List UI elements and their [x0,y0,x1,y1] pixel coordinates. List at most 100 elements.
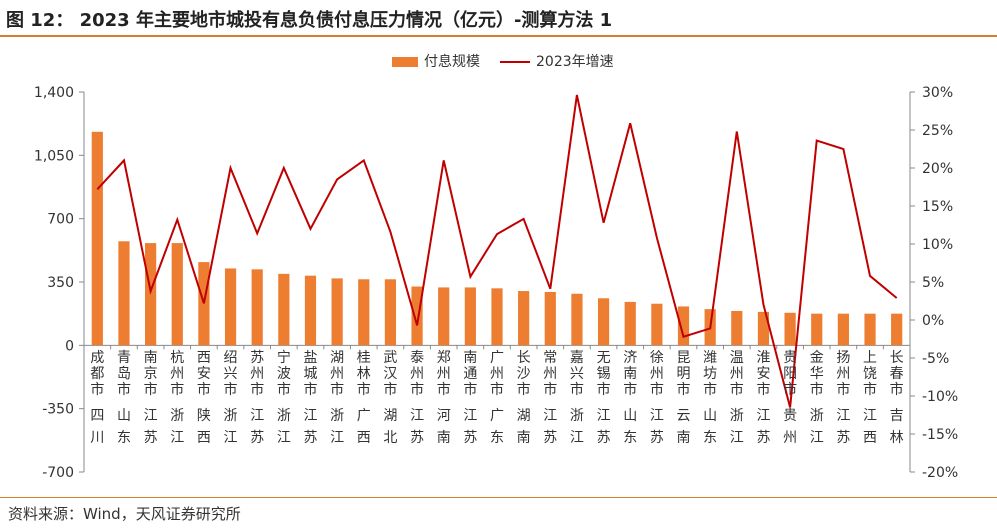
city-label: 湖 [330,350,344,366]
city-label: 市 [570,381,584,398]
province-label: 浙 [224,408,238,424]
province-label: 浙 [330,408,344,424]
province-label: 苏 [543,430,557,446]
bar [731,310,743,346]
city-label: 郑 [437,350,451,366]
bar [438,287,450,346]
province-label: 苏 [250,430,264,446]
right-tick-label: 30% [922,85,953,101]
province-label: 浙 [277,408,291,424]
city-label: 市 [623,381,637,398]
province-label: 河 [437,408,451,424]
city-label: 市 [863,381,877,398]
province-label: 川 [90,430,104,446]
city-label: 市 [463,381,477,398]
province-label: 江 [756,408,770,424]
city-label: 西 [197,350,211,366]
left-tick-label: -350 [42,402,74,418]
province-label: 苏 [144,430,158,446]
province-label: 云 [677,408,691,424]
province-label: 江 [463,408,477,424]
city-label: 京 [144,366,158,382]
right-tick-label: -15% [922,427,958,443]
bar [891,313,903,346]
city-label: 贵 [783,350,797,366]
province-label: 苏 [756,430,770,446]
city-label: 安 [197,366,211,382]
city-label: 南 [463,350,477,366]
left-tick-label: 700 [47,212,74,228]
city-label: 市 [703,381,717,398]
province-label: 广 [490,408,504,424]
city-label: 青 [117,350,131,366]
city-label: 春 [890,366,904,382]
figure-title: 图 12： 2023 年主要地市城投有息负债付息压力情况（亿元）-测算方法 1 [6,10,613,31]
city-label: 苏 [250,350,264,366]
province-label: 苏 [410,430,424,446]
bar [304,275,317,346]
city-label: 长 [890,350,904,366]
figure-header: 图 12： 2023 年主要地市城投有息负债付息压力情况（亿元）-测算方法 1 [0,0,997,37]
right-axis: -20% -15% -10% -5% 0% 5% 10% 15% 20% 25% 30% [909,85,958,481]
city-label: 成 [90,350,104,366]
city-label: 城 [303,366,317,382]
province-label: 林 [890,430,904,446]
city-label: 岛 [117,366,131,382]
source-note: 资料来源：Wind，天风证券研究所 [8,505,241,523]
city-label: 潍 [703,350,717,366]
chart: 付息规模 2023年增速 -700 -350 0 350 700 1,050 1,400 -2… [34,53,958,481]
province-label: 江 [810,430,824,446]
right-tick-label: -10% [922,389,958,405]
city-label: 市 [650,381,664,398]
city-label: 南 [144,350,158,366]
city-label: 州 [543,366,557,382]
city-label: 市 [357,381,371,398]
city-label: 市 [117,381,131,398]
province-label: 山 [117,408,131,424]
city-label: 市 [730,381,744,398]
city-label: 市 [756,381,770,398]
city-label: 市 [810,381,824,398]
province-label: 南 [437,430,451,446]
city-label: 市 [677,381,691,398]
province-label: 南 [677,430,691,446]
bar [837,313,849,346]
city-label: 阳 [783,366,797,382]
city-label: 饶 [863,366,877,382]
header-rule [0,35,997,37]
province-label: 山 [703,408,717,424]
bar [198,262,210,346]
city-label: 市 [597,381,611,398]
bar [278,273,290,346]
category-labels: 成都市四川青岛市山东南京市江苏杭州市浙江西安市陕西绍兴市浙江苏州市江苏宁波市浙江… [90,349,903,446]
province-label: 浙 [810,408,824,424]
province-label: 湖 [383,408,397,424]
city-label: 都 [90,366,104,382]
right-tick-label: 15% [922,199,953,215]
province-label: 湖 [517,408,531,424]
right-tick-label: -5% [922,351,949,367]
city-label: 盐 [303,350,317,366]
province-label: 北 [383,430,397,446]
city-label: 华 [810,366,824,382]
province-label: 南 [517,430,531,446]
bar [651,303,663,346]
city-label: 市 [250,381,264,398]
province-label: 四 [90,408,104,424]
city-label: 市 [224,381,238,398]
bar [464,287,476,346]
bar [677,306,690,346]
left-tick-label: -700 [42,465,74,481]
province-label: 州 [783,430,797,446]
right-tick-label: 10% [922,237,953,253]
city-label: 淮 [756,350,770,366]
province-label: 东 [117,430,131,446]
province-label: 苏 [303,430,317,446]
bar [91,131,103,346]
city-label: 扬 [836,350,850,366]
city-label: 市 [330,381,344,398]
chart-legend: 付息规模 2023年增速 [392,53,614,70]
city-label: 市 [197,381,211,398]
bar [784,312,796,346]
city-label: 明 [677,366,691,382]
